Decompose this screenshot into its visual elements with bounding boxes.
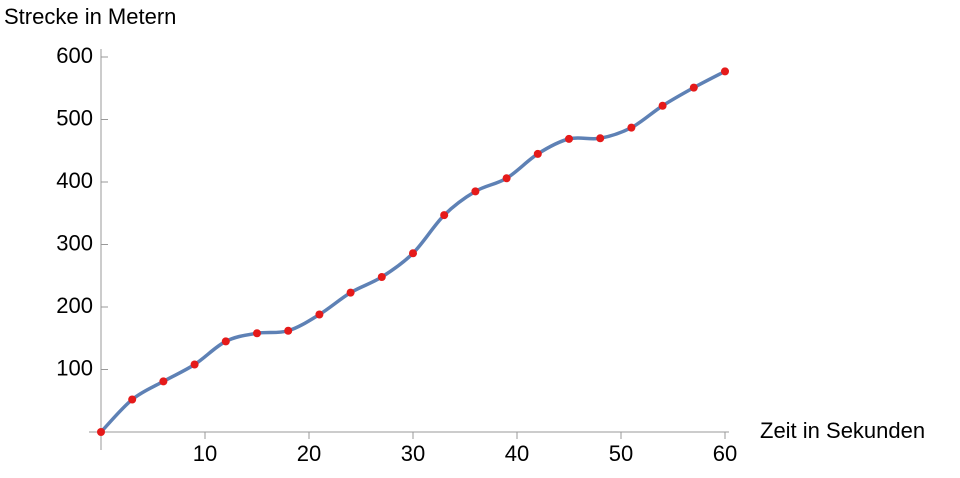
x-tick-label: 20 (297, 441, 321, 466)
point (315, 310, 324, 319)
y-tick-label: 100 (56, 355, 93, 380)
point (128, 395, 137, 404)
x-tick-label: 60 (713, 441, 737, 466)
y-tick-label: 300 (56, 230, 93, 255)
point (565, 134, 573, 143)
point (284, 326, 293, 335)
point (253, 329, 261, 338)
point (658, 101, 667, 110)
x-tick-label: 50 (609, 441, 633, 466)
x-tick-label: 30 (401, 441, 425, 466)
point (346, 288, 355, 297)
y-tick-label: 500 (56, 105, 93, 130)
y-tick-label: 600 (56, 43, 93, 68)
x-tick-label: 10 (193, 441, 217, 466)
point (471, 187, 480, 196)
point (190, 360, 199, 369)
point (159, 377, 168, 386)
x-axis-label: Zeit in Sekunden (760, 418, 925, 443)
point (97, 428, 105, 436)
point (440, 211, 449, 220)
point (221, 337, 230, 346)
point (409, 249, 417, 258)
point (596, 134, 605, 143)
x-tick-label: 40 (505, 441, 529, 466)
point (689, 83, 698, 92)
y-tick-label: 400 (56, 168, 93, 193)
point (627, 123, 636, 132)
point (502, 174, 511, 183)
point (377, 273, 386, 281)
y-tick-label: 200 (56, 293, 93, 318)
point (721, 67, 729, 76)
y-axis-label: Strecke in Metern (4, 4, 176, 29)
point (533, 149, 542, 158)
